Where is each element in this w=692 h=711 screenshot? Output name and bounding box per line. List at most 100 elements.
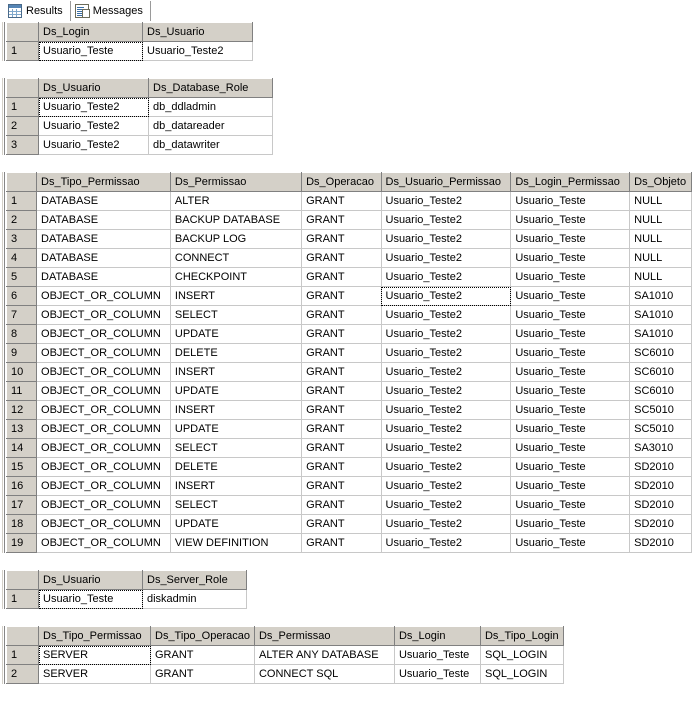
grid-cell[interactable]: GRANT — [301, 381, 382, 401]
column-header-ds_usuario[interactable]: Ds_Usuario — [38, 78, 149, 98]
tab-results[interactable]: Results — [4, 1, 71, 21]
row-number[interactable]: 15 — [5, 457, 38, 477]
grid-cell[interactable]: Usuario_Teste — [394, 664, 481, 684]
grid-cell[interactable]: Usuario_Teste — [510, 210, 631, 230]
result-grid[interactable]: Ds_Tipo_Permissao Ds_Tipo_Operacao Ds_Perm… — [6, 626, 564, 684]
select-all-corner[interactable] — [5, 172, 38, 192]
row-number[interactable]: 9 — [5, 343, 38, 363]
table-row[interactable]: 2 Usuario_Teste2 db_datareader — [6, 116, 273, 136]
tab-messages[interactable]: Messages — [70, 1, 151, 21]
grid-cell[interactable]: BACKUP DATABASE — [170, 210, 303, 230]
table-row[interactable]: 7 OBJECT_OR_COLUMN SELECT GRANT Usuario_Test… — [5, 305, 692, 325]
column-header-ds_login_permissao[interactable]: Ds_Login_Permissao — [510, 172, 631, 192]
column-header-ds_usuario[interactable]: Ds_Usuario — [38, 570, 143, 590]
grid-cell[interactable]: GRANT — [301, 514, 382, 534]
table-row[interactable]: 11 OBJECT_OR_COLUMN UPDATE GRANT Usuario_Tes… — [5, 381, 692, 401]
table-row[interactable]: 6 OBJECT_OR_COLUMN INSERT GRANT Usuario_Test… — [5, 286, 692, 306]
grid-cell[interactable]: Usuario_Teste2 — [381, 362, 512, 382]
column-header-ds_usuario_permissao[interactable]: Ds_Usuario_Permissao — [380, 172, 512, 192]
grid-cell[interactable]: Usuario_Teste — [510, 343, 631, 363]
column-header-ds_login[interactable]: Ds_Login — [393, 626, 481, 646]
row-number[interactable]: 1 — [6, 589, 39, 609]
table-row[interactable]: 5 DATABASE CHECKPOINT GRANT Usuario_Teste2 Us… — [5, 267, 692, 287]
grid-cell[interactable]: Usuario_Teste2 — [381, 210, 512, 230]
grid-cell[interactable]: CONNECT — [170, 248, 303, 268]
column-header-ds_tipo_permissao[interactable]: Ds_Tipo_Permissao — [38, 626, 151, 646]
grid-cell[interactable]: SC5010 — [629, 400, 692, 420]
grid-cell[interactable]: Usuario_Teste — [510, 438, 631, 458]
grid-cell[interactable]: OBJECT_OR_COLUMN — [36, 457, 171, 477]
grid-cell[interactable]: SD2010 — [629, 495, 692, 515]
grid-cell[interactable]: Usuario_Teste2 — [381, 514, 512, 534]
grid-cell[interactable]: OBJECT_OR_COLUMN — [36, 533, 171, 553]
column-header-ds_permissao[interactable]: Ds_Permissao — [253, 626, 395, 646]
grid-cell[interactable]: Usuario_Teste — [510, 191, 631, 211]
table-row[interactable]: 15 OBJECT_OR_COLUMN DELETE GRANT Usuario_Tes… — [5, 457, 692, 477]
grid-cell[interactable]: DATABASE — [36, 210, 171, 230]
grid-cell[interactable]: Usuario_Teste2 — [381, 286, 512, 306]
table-row[interactable]: 4 DATABASE CONNECT GRANT Usuario_Teste2 Usuar… — [5, 248, 692, 268]
grid-cell[interactable]: Usuario_Teste — [510, 229, 631, 249]
table-row[interactable]: 17 OBJECT_OR_COLUMN SELECT GRANT Usuario_Tes… — [5, 495, 692, 515]
grid-cell[interactable]: OBJECT_OR_COLUMN — [36, 495, 171, 515]
grid-cell[interactable]: Usuario_Teste2 — [381, 305, 512, 325]
grid-cell[interactable]: OBJECT_OR_COLUMN — [36, 286, 171, 306]
row-number[interactable]: 12 — [5, 400, 38, 420]
grid-cell[interactable]: Usuario_Teste — [510, 267, 631, 287]
grid-cell[interactable]: OBJECT_OR_COLUMN — [36, 438, 171, 458]
grid-cell[interactable]: Usuario_Teste2 — [381, 476, 512, 496]
grid-cell[interactable]: Usuario_Teste — [510, 419, 631, 439]
grid-cell[interactable]: OBJECT_OR_COLUMN — [36, 514, 171, 534]
grid-cell[interactable]: Usuario_Teste — [510, 514, 631, 534]
grid-cell[interactable]: GRANT — [301, 210, 382, 230]
grid-cell[interactable]: SD2010 — [629, 457, 692, 477]
table-row[interactable]: 1 Usuario_Teste diskadmin — [6, 589, 247, 609]
row-number[interactable]: 2 — [6, 664, 39, 684]
grid-cell[interactable]: Usuario_Teste — [510, 495, 631, 515]
row-number[interactable]: 3 — [6, 135, 39, 155]
row-number[interactable]: 19 — [5, 533, 38, 553]
grid-cell[interactable]: Usuario_Teste2 — [381, 324, 512, 344]
grid-cell[interactable]: SA1010 — [629, 324, 692, 344]
table-row[interactable]: 9 OBJECT_OR_COLUMN DELETE GRANT Usuario_Test… — [5, 343, 692, 363]
table-row[interactable]: 8 OBJECT_OR_COLUMN UPDATE GRANT Usuario_Test… — [5, 324, 692, 344]
grid-cell[interactable]: OBJECT_OR_COLUMN — [36, 343, 171, 363]
table-row[interactable]: 1 Usuario_Teste2 db_ddladmin — [6, 97, 273, 117]
column-header-ds_tipo_operacao[interactable]: Ds_Tipo_Operacao — [150, 626, 255, 646]
row-number[interactable]: 13 — [5, 419, 38, 439]
grid-cell[interactable]: SD2010 — [629, 476, 692, 496]
grid-cell[interactable]: GRANT — [301, 400, 382, 420]
grid-cell[interactable]: DATABASE — [36, 191, 171, 211]
table-row[interactable]: 1 DATABASE ALTER GRANT Usuario_Teste2 Usuario… — [5, 191, 692, 211]
grid-cell[interactable]: INSERT — [170, 362, 303, 382]
grid-cell[interactable]: Usuario_Teste2 — [38, 97, 149, 117]
grid-cell[interactable]: NULL — [629, 267, 692, 287]
grid-cell[interactable]: Usuario_Teste2 — [381, 457, 512, 477]
row-number[interactable]: 8 — [5, 324, 38, 344]
column-header-ds_tipo_login[interactable]: Ds_Tipo_Login — [479, 626, 564, 646]
grid-cell[interactable]: Usuario_Teste — [510, 381, 631, 401]
grid-cell[interactable]: SERVER — [38, 645, 151, 665]
grid-cell[interactable]: GRANT — [301, 324, 382, 344]
row-number[interactable]: 2 — [6, 116, 39, 136]
select-all-corner[interactable] — [6, 570, 39, 590]
column-header-ds_objeto[interactable]: Ds_Objeto — [629, 172, 692, 192]
grid-cell[interactable]: UPDATE — [170, 419, 303, 439]
grid-cell[interactable]: OBJECT_OR_COLUMN — [36, 476, 171, 496]
table-row[interactable]: 19 OBJECT_OR_COLUMN VIEW DEFINITION GRANT Us… — [5, 533, 692, 553]
grid-cell[interactable]: NULL — [629, 191, 692, 211]
grid-cell[interactable]: Usuario_Teste2 — [381, 267, 512, 287]
grid-cell[interactable]: Usuario_Teste2 — [381, 419, 512, 439]
grid-cell[interactable]: UPDATE — [170, 381, 303, 401]
grid-cell[interactable]: OBJECT_OR_COLUMN — [36, 324, 171, 344]
grid-cell[interactable]: GRANT — [301, 286, 382, 306]
column-header-ds_usuario[interactable]: Ds_Usuario — [142, 22, 253, 42]
grid-cell[interactable]: SELECT — [170, 495, 303, 515]
row-number[interactable]: 17 — [5, 495, 38, 515]
select-all-corner[interactable] — [6, 626, 39, 646]
row-number[interactable]: 2 — [5, 210, 38, 230]
grid-cell[interactable]: Usuario_Teste — [510, 248, 631, 268]
grid-cell[interactable]: db_datawriter — [148, 135, 273, 155]
row-number[interactable]: 1 — [5, 191, 38, 211]
grid-cell[interactable]: CHECKPOINT — [170, 267, 303, 287]
